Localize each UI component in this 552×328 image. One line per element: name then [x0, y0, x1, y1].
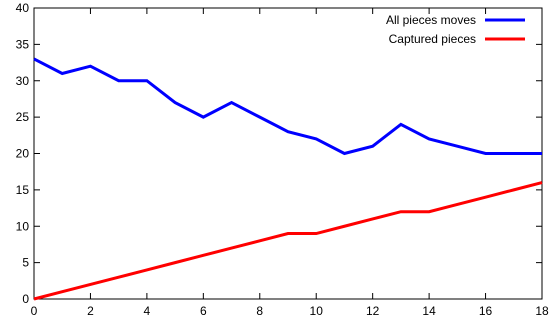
y-tick-label: 20 [16, 147, 30, 161]
series-line-0 [34, 59, 542, 154]
legend-label: All pieces moves [386, 13, 476, 27]
series-line-1 [34, 183, 542, 299]
y-tick-label: 15 [16, 183, 30, 197]
plot-frame [34, 8, 542, 299]
x-tick-label: 10 [310, 304, 324, 318]
x-tick-label: 6 [200, 304, 207, 318]
legend-label: Captured pieces [389, 32, 476, 46]
legend: All pieces moves Captured pieces [386, 13, 525, 46]
axis-ticks: 0 5 10 15 20 25 30 35 40 0 2 4 6 8 10 12 14 16 18 [16, 1, 549, 318]
y-tick-label: 25 [16, 110, 30, 124]
y-tick-label: 0 [22, 292, 29, 306]
x-tick-label: 18 [535, 304, 549, 318]
x-tick-label: 2 [87, 304, 94, 318]
y-tick-label: 10 [16, 219, 30, 233]
series-lines [34, 59, 542, 299]
y-tick-label: 5 [22, 256, 29, 270]
x-tick-label: 0 [31, 304, 38, 318]
y-tick-label: 35 [16, 37, 30, 51]
x-tick-label: 12 [366, 304, 380, 318]
y-tick-label: 40 [16, 1, 30, 15]
x-tick-label: 4 [144, 304, 151, 318]
x-tick-label: 16 [479, 304, 493, 318]
x-tick-label: 14 [422, 304, 436, 318]
x-tick-label: 8 [256, 304, 263, 318]
y-tick-label: 30 [16, 74, 30, 88]
